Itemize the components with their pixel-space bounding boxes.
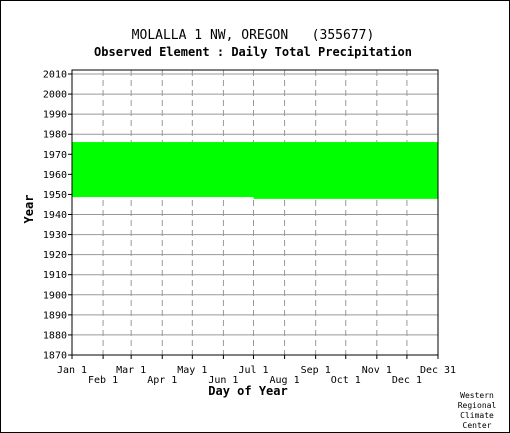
x-tick-label: Dec 31 (420, 365, 456, 376)
y-tick-label: 1950 (43, 190, 67, 201)
y-tick-label: 1870 (43, 351, 67, 362)
chart-title: MOLALLA 1 NW, OREGON (355677) (132, 28, 375, 43)
y-tick-label: 1960 (43, 170, 67, 181)
y-tick-label: 1940 (43, 210, 67, 221)
x-axis-label: Day of Year (208, 384, 287, 398)
y-tick-label: 1970 (43, 150, 67, 161)
x-tick-label: Apr 1 (147, 375, 177, 386)
x-tick-label: May 1 (177, 365, 207, 376)
y-tick-label: 1890 (43, 310, 67, 321)
y-tick-label: 1980 (43, 130, 67, 141)
x-tick-label: Sep 1 (301, 365, 331, 376)
x-tick-label: Jun 1 (208, 375, 238, 386)
x-tick-label: Dec 1 (392, 375, 422, 386)
y-tick-label: 1910 (43, 270, 67, 281)
chart-subtitle: Observed Element : Daily Total Precipita… (94, 45, 412, 59)
x-tick-label: Mar 1 (116, 365, 146, 376)
x-tick-label: Jan 1 (57, 365, 87, 376)
plot-frame (71, 69, 439, 356)
x-tick-label: Oct 1 (331, 375, 361, 386)
y-axis-ticks: 1870 1880 1890 1900 1910 1920 1930 1940 1950 1960… (43, 70, 72, 362)
y-tick-label: 1920 (43, 250, 67, 261)
coverage-block (72, 142, 254, 198)
x-axis-ticks: Jan 1 Mar 1 May 1 Jul 1 Sep 1 Nov 1 Dec 31 Feb … (57, 355, 456, 386)
x-tick-label: Jul 1 (238, 365, 268, 376)
credit-block: Western Regional Climate Center (458, 391, 497, 430)
x-tick-label: Nov 1 (362, 365, 392, 376)
y-tick-label: 1990 (43, 110, 67, 121)
credit-line-1: Western (460, 391, 494, 400)
y-tick-label: 2000 (43, 90, 67, 101)
grid-layer (72, 70, 438, 355)
y-tick-label: 2010 (43, 70, 67, 81)
credit-line-2: Regional (458, 401, 497, 410)
data-layer (72, 142, 438, 199)
y-tick-label: 1900 (43, 290, 67, 301)
credit-line-3: Climate (460, 411, 494, 420)
y-axis-label: Year (22, 195, 36, 224)
coverage-block (253, 142, 438, 199)
credit-line-4: Center (463, 421, 492, 430)
plot-border (71, 69, 439, 356)
x-tick-label: Feb 1 (88, 375, 118, 386)
y-tick-label: 1930 (43, 230, 67, 241)
x-tick-label: Aug 1 (270, 375, 300, 386)
y-tick-label: 1880 (43, 330, 67, 341)
